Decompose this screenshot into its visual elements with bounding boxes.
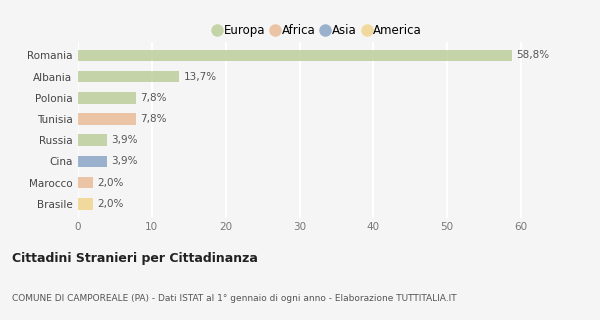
Legend: Europa, Africa, Asia, America: Europa, Africa, Asia, America xyxy=(209,19,427,42)
Bar xyxy=(78,92,136,104)
Bar xyxy=(78,198,93,210)
Bar xyxy=(78,50,512,61)
Bar xyxy=(78,113,136,125)
Bar xyxy=(78,134,107,146)
Text: 3,9%: 3,9% xyxy=(111,135,138,145)
Text: 7,8%: 7,8% xyxy=(140,114,167,124)
Bar xyxy=(78,177,93,188)
Text: 13,7%: 13,7% xyxy=(184,72,217,82)
Text: 3,9%: 3,9% xyxy=(111,156,138,166)
Bar xyxy=(78,71,179,83)
Text: 7,8%: 7,8% xyxy=(140,93,167,103)
Text: COMUNE DI CAMPOREALE (PA) - Dati ISTAT al 1° gennaio di ogni anno - Elaborazione: COMUNE DI CAMPOREALE (PA) - Dati ISTAT a… xyxy=(12,294,457,303)
Bar xyxy=(78,156,107,167)
Text: 2,0%: 2,0% xyxy=(97,199,124,209)
Text: Cittadini Stranieri per Cittadinanza: Cittadini Stranieri per Cittadinanza xyxy=(12,252,258,265)
Text: 58,8%: 58,8% xyxy=(517,51,550,60)
Text: 2,0%: 2,0% xyxy=(97,178,124,188)
